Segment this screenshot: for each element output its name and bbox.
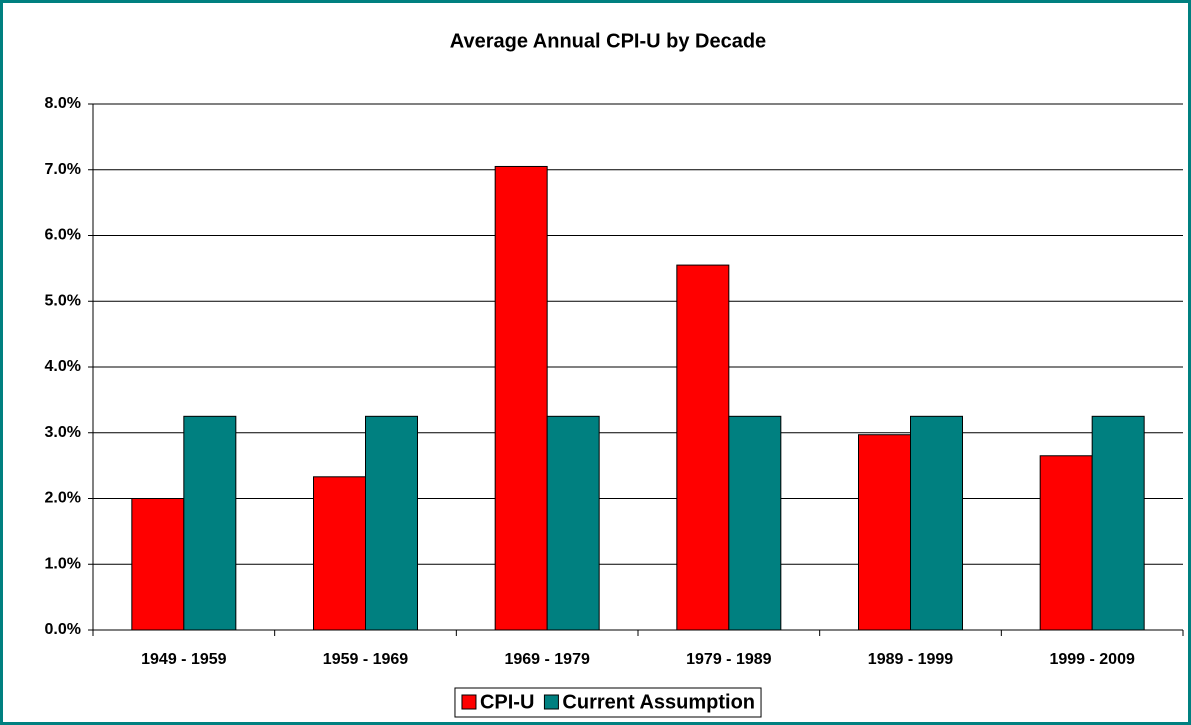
y-tick-label: 7.0% <box>45 161 81 178</box>
legend-label: Current Assumption <box>562 691 755 713</box>
y-tick-label: 6.0% <box>45 227 81 244</box>
bar <box>313 476 366 631</box>
y-tick-label: 4.0% <box>45 358 81 375</box>
y-tick-label: 3.0% <box>45 424 81 441</box>
y-tick-label: 8.0% <box>45 95 81 112</box>
x-tick-label: 1979 - 1989 <box>686 651 772 668</box>
chart-title: Average Annual CPI-U by Decade <box>450 30 766 52</box>
x-tick-label: 1989 - 1999 <box>868 651 954 668</box>
legend-swatch <box>461 694 477 710</box>
bar <box>676 264 730 631</box>
bar <box>365 415 418 631</box>
bar <box>910 415 963 631</box>
bar <box>131 498 185 631</box>
legend-box <box>454 687 762 718</box>
bar <box>494 165 548 631</box>
x-tick-label: 1999 - 2009 <box>1049 651 1135 668</box>
x-tick-label: 1949 - 1959 <box>141 651 227 668</box>
bar <box>546 415 600 631</box>
y-tick-label: 1.0% <box>45 555 81 572</box>
bar <box>728 415 782 631</box>
y-tick-label: 0.0% <box>45 621 81 638</box>
bar <box>858 434 911 631</box>
legend-label: CPI-U <box>480 691 534 713</box>
bar <box>1091 415 1145 631</box>
legend-swatch <box>543 694 559 710</box>
bar <box>183 415 237 631</box>
y-tick-label: 2.0% <box>45 490 81 507</box>
bar <box>1039 455 1093 631</box>
x-tick-label: 1969 - 1979 <box>504 651 590 668</box>
y-tick-label: 5.0% <box>45 292 81 309</box>
x-tick-label: 1959 - 1969 <box>323 651 409 668</box>
